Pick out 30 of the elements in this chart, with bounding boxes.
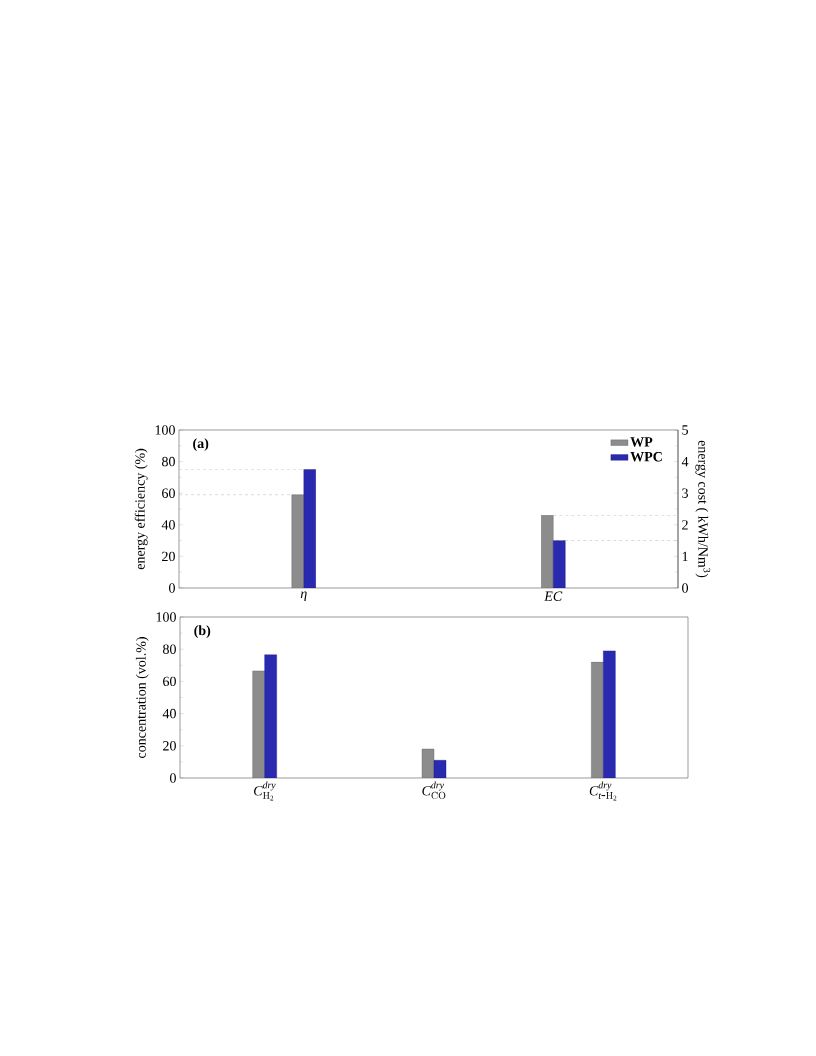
y-tick-label: 80 <box>162 456 175 467</box>
y2-tick-label: 4 <box>681 456 689 467</box>
y-tick-label: 60 <box>163 676 176 687</box>
y-axis-title: concentration (vol.%) <box>135 637 149 758</box>
y2-tick-label: 2 <box>682 520 688 530</box>
y2-axis-title: energy cost ( kWh/Nm$^{3}$) <box>695 440 711 578</box>
annotation: (b) <box>194 625 211 639</box>
y2-tick-label: 5 <box>682 425 689 435</box>
y-tick-label: 20 <box>162 551 175 562</box>
y-tick-label: 20 <box>163 741 176 751</box>
legend-label: WP <box>630 437 653 447</box>
y-tick-label: 80 <box>163 644 176 654</box>
y-tick-label: 100 <box>156 612 176 622</box>
annotation: (a) <box>193 438 209 451</box>
x-tick-label: $C^{dry}_{t\mbox{-}\mathrm{H}_2}$ <box>589 781 617 801</box>
x-tick-label: $\eta$ <box>300 591 307 602</box>
y-tick-label: 60 <box>162 488 175 498</box>
y2-tick-label: 1 <box>682 551 688 562</box>
x-tick-label: $EC$ <box>544 591 563 601</box>
y2-tick-label: 0 <box>682 583 689 593</box>
y-axis-title: energy efficiency (%) <box>134 448 148 570</box>
x-tick-label: $C^{dry}_{\mathrm{CO}}$ <box>422 781 446 800</box>
y2-tick-label: 3 <box>682 488 689 498</box>
y-tick-label: 40 <box>162 708 176 719</box>
y-tick-label: 100 <box>155 425 175 435</box>
y-tick-label: 0 <box>170 773 176 783</box>
legend-label: WPC <box>630 452 662 462</box>
y-tick-label: 40 <box>161 520 175 530</box>
y-tick-label: 0 <box>169 583 175 593</box>
x-tick-label: $C^{dry}_{\mathrm{H}_2}$ <box>254 781 276 801</box>
